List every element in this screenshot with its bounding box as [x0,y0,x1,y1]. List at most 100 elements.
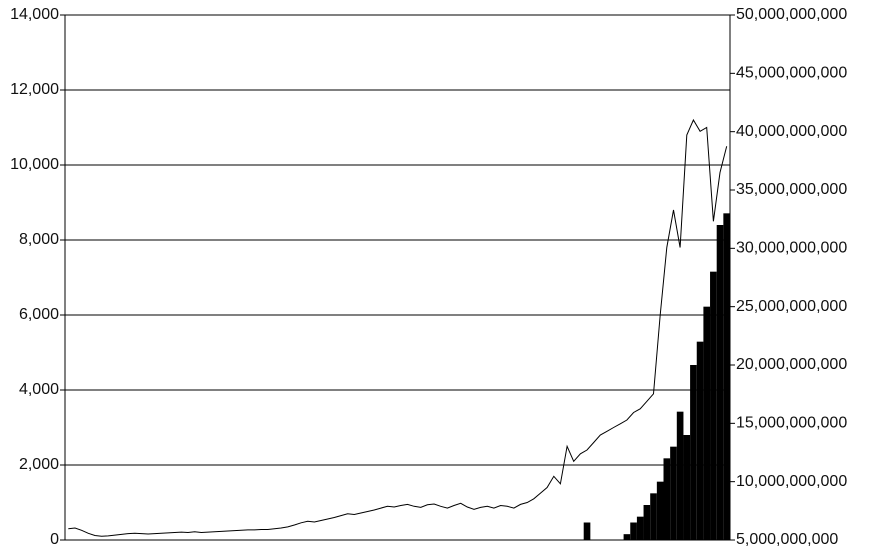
volume-bar [318,540,325,553]
volume-bar [670,446,677,540]
volume-bar [417,540,424,553]
volume-bar [451,540,458,553]
y2-tick-label: 35,000,000,000 [736,181,847,198]
volume-bar [284,540,291,553]
y-tick-label: 2,000 [19,456,59,473]
y2-tick-label: 50,000,000,000 [736,6,847,23]
volume-bar [331,540,338,553]
volume-bar [118,540,125,553]
volume-bar [710,271,717,540]
volume-bar [696,341,704,540]
volume-bar [511,540,518,553]
volume-bar [98,540,105,553]
volume-bar [258,540,265,553]
volume-bar [364,540,371,553]
volume-bar [151,540,158,553]
volume-bar [583,522,591,540]
volume-bar [471,540,478,553]
volume-bar [271,540,278,553]
volume-bar [663,458,671,540]
y2-tick-label: 30,000,000,000 [736,240,847,257]
volume-bar [683,435,691,540]
volume-bar [404,540,411,553]
volume-bar [457,540,464,553]
volume-bar [491,540,498,553]
y-tick-label: 6,000 [19,306,59,323]
volume-bar [537,540,544,553]
y2-tick-label: 10,000,000,000 [736,473,847,490]
volume-bar [411,540,418,553]
volume-bar [211,540,218,553]
volume-bar [324,540,331,553]
volume-bar [656,481,664,540]
y-tick-label: 10,000 [10,156,59,173]
volume-bar [517,540,524,553]
volume-bar [92,540,99,553]
volume-bar [198,540,205,553]
volume-bar [231,540,238,553]
y-tick-label: 8,000 [19,231,59,248]
volume-bar [191,540,198,553]
volume-bar [344,540,351,553]
y2-tick-label: 20,000,000,000 [736,356,847,373]
volume-bar [557,540,564,553]
volume-bar [570,540,577,553]
volume-bar [72,540,79,553]
volume-bar [444,540,451,553]
volume-bar [544,540,551,553]
volume-bar [650,493,657,540]
volume-bar [265,540,272,553]
volume-bar [564,540,571,553]
volume-bar [623,534,631,540]
volume-bar [371,540,378,553]
volume-bar [65,540,72,553]
y2-tick-label: 15,000,000,000 [736,415,847,432]
volume-bar [690,365,697,540]
volume-bar [112,540,119,553]
volume-bar [158,540,165,553]
volume-bar [78,540,85,553]
volume-bar [132,540,139,553]
volume-bar [171,540,178,553]
volume-bar [437,540,444,553]
volume-bar [278,540,285,553]
volume-bar [85,540,92,553]
volume-bar [105,540,112,553]
volume-bar [643,505,651,540]
volume-bar [218,540,225,553]
volume-bar [145,540,152,553]
volume-bar [351,540,358,553]
volume-bar [165,540,172,553]
volume-bar [245,540,252,553]
volume-bar [703,306,711,540]
volume-bar [225,540,232,553]
volume-bar [610,540,617,553]
volume-bar [205,540,212,553]
volume-bar [298,540,305,553]
volume-bar [358,540,365,553]
volume-bar [185,540,192,553]
volume-bar [597,540,604,553]
volume-bar [251,540,258,553]
volume-bar [125,540,132,553]
volume-bars [65,213,730,553]
volume-bar [723,213,730,540]
y-tick-label: 12,000 [10,81,59,98]
volume-bar [484,540,491,553]
volume-bar [477,540,484,553]
volume-bar [304,540,311,553]
y-tick-label: 0 [50,531,59,548]
volume-bar [497,540,504,553]
volume-bar [550,540,557,553]
y2-tick-label: 45,000,000,000 [736,65,847,82]
volume-bar [464,540,471,553]
volume-bar [291,540,298,553]
volume-bar [138,540,145,553]
y-tick-label: 4,000 [19,381,59,398]
volume-bar [378,540,385,553]
volume-bar [504,540,511,553]
volume-bar [716,225,724,540]
volume-bar [384,540,391,553]
volume-bar [178,540,185,553]
